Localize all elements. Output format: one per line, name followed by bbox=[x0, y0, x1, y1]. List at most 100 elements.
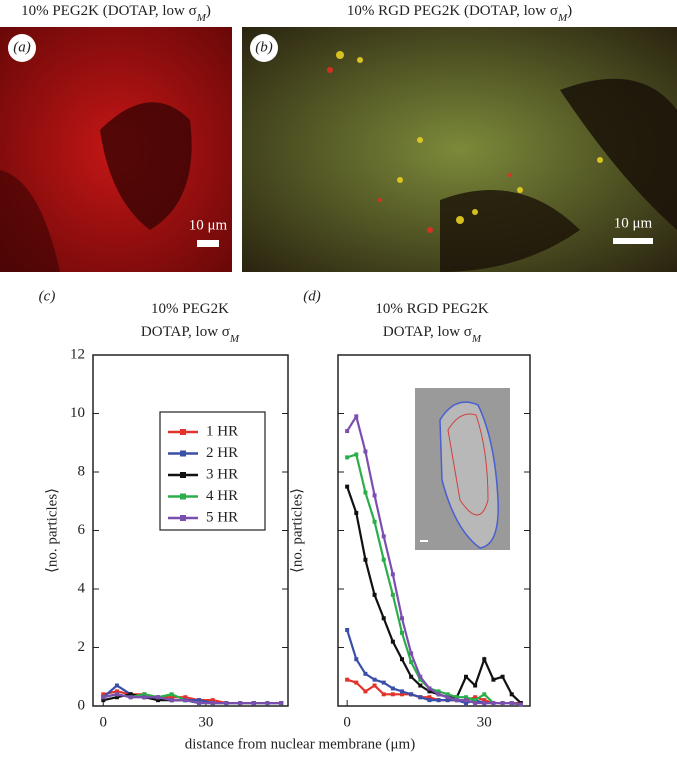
point bbox=[169, 692, 174, 697]
point bbox=[372, 493, 377, 498]
point bbox=[114, 683, 119, 688]
point bbox=[445, 692, 450, 697]
y-axis-label: ⟨no. particles⟩ bbox=[44, 488, 60, 573]
y-tick-label: 6 bbox=[78, 522, 86, 538]
point bbox=[238, 701, 243, 706]
point bbox=[464, 674, 468, 679]
point bbox=[482, 698, 487, 703]
title-part: M bbox=[196, 12, 207, 24]
title: 10% RGD PEG2K (DOTAP, low σM) bbox=[347, 3, 572, 23]
image-b bbox=[242, 27, 677, 272]
point bbox=[128, 692, 133, 697]
point bbox=[427, 686, 432, 691]
point bbox=[372, 683, 377, 688]
point bbox=[354, 510, 359, 515]
panel-label: (a) bbox=[13, 39, 31, 55]
title-part: M bbox=[229, 333, 240, 345]
point bbox=[101, 698, 106, 703]
legend-marker bbox=[180, 429, 186, 435]
point bbox=[418, 674, 423, 679]
y-axis-label: ⟨no. particles⟩ bbox=[289, 488, 305, 573]
point bbox=[142, 692, 147, 697]
point bbox=[509, 701, 514, 706]
legend-marker bbox=[180, 493, 186, 500]
y-tick-label: 0 bbox=[78, 697, 86, 713]
point bbox=[400, 657, 404, 662]
point bbox=[372, 519, 377, 524]
x-tick-label: 0 bbox=[343, 714, 351, 730]
point bbox=[482, 657, 487, 662]
series-line bbox=[103, 693, 282, 705]
y-tick-label: 8 bbox=[78, 463, 86, 479]
point bbox=[279, 701, 284, 706]
inset bbox=[415, 388, 510, 550]
point bbox=[473, 683, 478, 688]
panel-label: (c) bbox=[39, 288, 56, 304]
point bbox=[114, 689, 119, 694]
point bbox=[128, 695, 133, 700]
point bbox=[482, 692, 487, 697]
legend-marker bbox=[180, 515, 186, 521]
point bbox=[464, 701, 468, 706]
point bbox=[197, 698, 202, 703]
legend-label: 5 HR bbox=[206, 509, 238, 525]
point bbox=[210, 701, 215, 706]
point bbox=[381, 692, 386, 697]
scale-label: 10 μm bbox=[614, 215, 653, 231]
legend-label: 2 HR bbox=[206, 445, 238, 461]
point bbox=[354, 414, 359, 419]
point bbox=[409, 660, 414, 665]
point bbox=[409, 692, 414, 697]
title: 10% RGD PEG2K bbox=[375, 301, 489, 317]
point bbox=[454, 698, 459, 703]
point bbox=[436, 692, 441, 697]
point bbox=[381, 680, 386, 685]
point bbox=[372, 677, 377, 682]
point bbox=[400, 616, 404, 621]
point bbox=[101, 692, 106, 697]
point bbox=[381, 616, 386, 621]
x-tick-label: 30 bbox=[477, 714, 492, 730]
title-part: 10% PEG2K bbox=[151, 301, 229, 317]
panel-label: (b) bbox=[255, 39, 273, 55]
point bbox=[509, 692, 514, 697]
point bbox=[464, 695, 468, 700]
point bbox=[265, 701, 270, 706]
x-tick-label: 0 bbox=[100, 714, 108, 730]
y-tick-label: 4 bbox=[78, 580, 86, 596]
legend-label: 4 HR bbox=[206, 488, 238, 504]
point bbox=[142, 695, 147, 700]
point bbox=[345, 429, 350, 434]
point bbox=[101, 695, 106, 700]
point bbox=[390, 692, 395, 697]
point bbox=[400, 692, 404, 697]
point bbox=[491, 677, 496, 682]
point bbox=[363, 490, 368, 495]
point bbox=[169, 695, 174, 700]
point bbox=[400, 630, 404, 635]
point bbox=[473, 695, 478, 700]
title-part: M bbox=[471, 333, 482, 345]
point bbox=[345, 455, 350, 460]
point bbox=[418, 695, 423, 700]
point bbox=[345, 627, 350, 632]
point bbox=[500, 674, 505, 679]
legend-label: 1 HR bbox=[206, 423, 238, 439]
point bbox=[427, 689, 432, 694]
point bbox=[473, 701, 478, 706]
legend-marker bbox=[180, 450, 186, 457]
point bbox=[390, 592, 395, 597]
point bbox=[500, 701, 505, 706]
title-part: 10% RGD PEG2K (DOTAP, low σ bbox=[347, 3, 558, 19]
point bbox=[482, 701, 487, 706]
y-tick-label: 10 bbox=[70, 405, 85, 421]
point bbox=[445, 698, 450, 703]
point bbox=[390, 639, 395, 644]
point bbox=[224, 701, 229, 706]
point bbox=[427, 698, 432, 703]
title: DOTAP, low σM bbox=[141, 324, 240, 344]
image-a bbox=[0, 27, 232, 272]
title: DOTAP, low σM bbox=[383, 324, 482, 344]
title: 10% PEG2K (DOTAP, low σM) bbox=[21, 3, 211, 23]
point bbox=[210, 698, 215, 703]
